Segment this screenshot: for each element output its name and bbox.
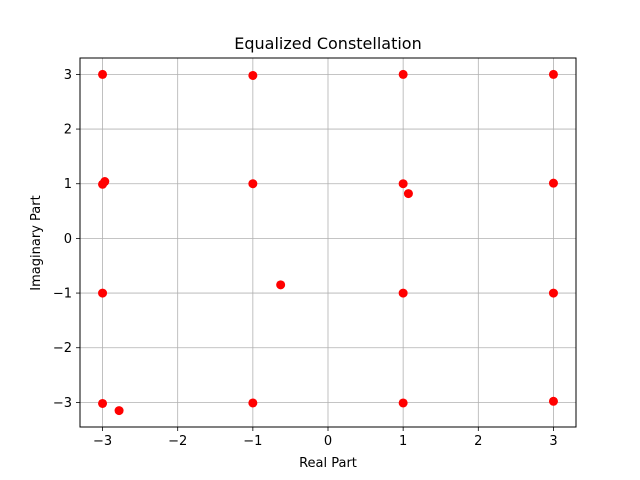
y-tick-label: 0 [64, 232, 72, 247]
data-point [548, 178, 558, 188]
data-point [398, 288, 408, 298]
y-tick-label: 3 [64, 68, 72, 83]
y-tick-label: 2 [64, 123, 72, 138]
x-tick-label: 3 [549, 434, 557, 449]
data-point [398, 398, 408, 408]
x-tick-label: −1 [243, 434, 262, 449]
x-axis-ticks: −3 −2 −1 0 1 2 3 [93, 427, 558, 449]
data-point [114, 406, 124, 416]
scatter-points [98, 69, 558, 416]
data-point [98, 288, 108, 298]
data-point [98, 179, 108, 189]
data-point [248, 70, 258, 80]
data-point [276, 280, 286, 290]
grid-lines [80, 58, 576, 427]
y-tick-label: −3 [53, 396, 72, 411]
data-point [98, 398, 108, 408]
x-tick-label: 1 [399, 434, 407, 449]
y-axis-label: Imaginary Part [29, 195, 44, 290]
x-tick-label: 2 [474, 434, 482, 449]
y-tick-label: −2 [53, 341, 72, 356]
data-point [248, 179, 258, 189]
data-point [98, 69, 108, 79]
data-point [398, 69, 408, 79]
y-axis-ticks: −3 −2 −1 0 1 2 3 [53, 68, 80, 411]
y-tick-label: 1 [64, 177, 72, 192]
data-point [548, 288, 558, 298]
data-point [403, 189, 413, 199]
data-point [548, 69, 558, 79]
data-point [248, 398, 258, 408]
x-tick-label: −3 [93, 434, 112, 449]
x-axis-label: Real Part [299, 456, 357, 471]
chart-title: Equalized Constellation [234, 34, 421, 53]
x-tick-label: −2 [168, 434, 187, 449]
data-point [398, 179, 408, 189]
y-tick-label: −1 [53, 287, 72, 302]
data-point [548, 396, 558, 406]
x-tick-label: 0 [324, 434, 332, 449]
